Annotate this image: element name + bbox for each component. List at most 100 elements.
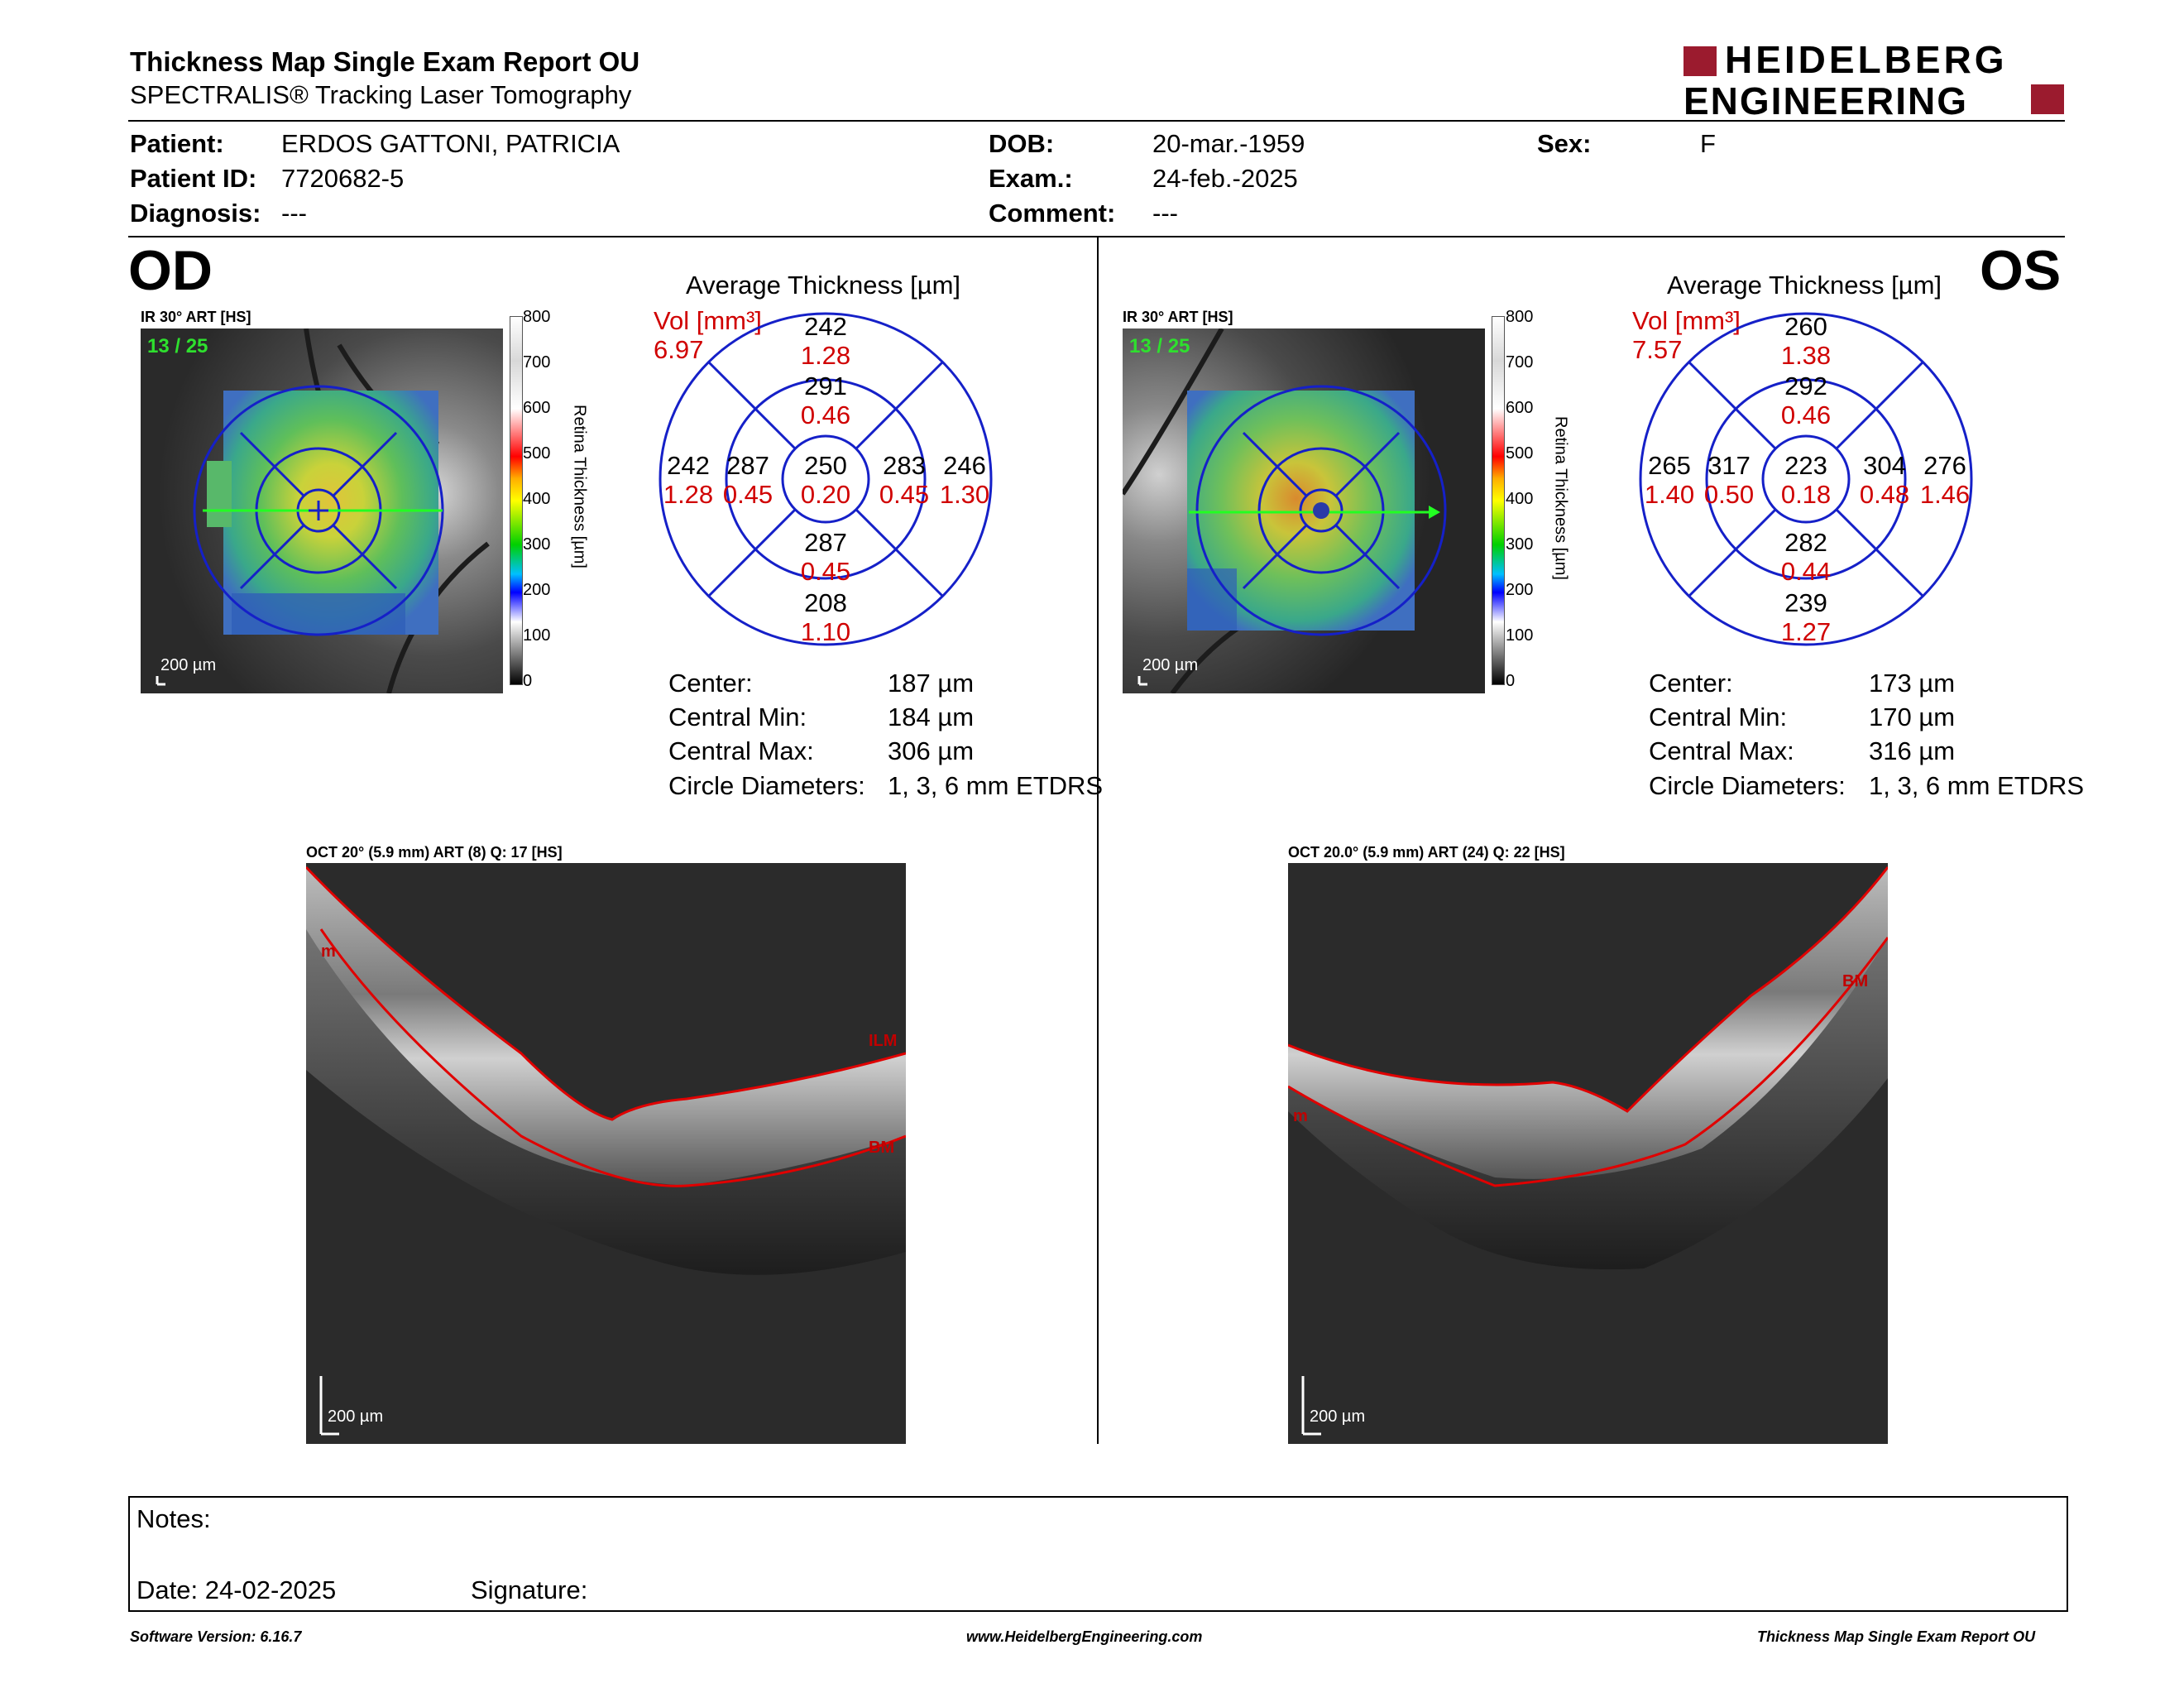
- od-colorbar: [510, 316, 523, 685]
- od-outer-left-thickness: 242: [667, 451, 710, 480]
- notes-box[interactable]: Notes: Date: 24-02-2025 Signature:: [128, 1496, 2068, 1612]
- software-version: Software Version: 6.16.7: [130, 1628, 302, 1645]
- os-inner-sup-volume: 0.46: [1780, 400, 1832, 429]
- os-center-label: Center:: [1649, 669, 1733, 698]
- eye-divider: [1097, 237, 1099, 1444]
- os-cmin-label: Central Min:: [1649, 703, 1788, 731]
- company-logo: HEIDELBERG ENGINEERING: [1684, 38, 2064, 121]
- od-map-scale: 200 µm: [160, 656, 217, 674]
- od-inner-sup-thickness: 291: [804, 372, 847, 400]
- os-colorbar-label: Retina Thickness [µm]: [1551, 416, 1570, 580]
- os-oct-bscan: m BM 200 µm: [1288, 863, 1888, 1444]
- od-cmax-value: 306 µm: [888, 736, 975, 765]
- os-colorbar: [1492, 316, 1505, 685]
- os-outer-inf-thickness: 239: [1784, 588, 1827, 617]
- od-cmin-label: Central Min:: [668, 703, 807, 731]
- od-layer-left-label: m: [321, 942, 336, 961]
- exam-value: 24-feb.-2025: [1152, 164, 1298, 193]
- od-inner-left-thickness: 287: [726, 451, 769, 480]
- od-ir-label: IR 30° ART [HS]: [141, 309, 251, 325]
- od-inner-inf-volume: 0.45: [800, 557, 851, 586]
- os-vol-value: 7.57: [1632, 335, 1683, 364]
- os-cmax-value: 316 µm: [1869, 736, 1956, 765]
- od-outer-inf-volume: 1.10: [800, 617, 851, 646]
- od-center-thickness: 250: [804, 451, 847, 480]
- os-bm-label: BM: [1842, 972, 1869, 990]
- os-outer-sup-thickness: 260: [1784, 312, 1827, 341]
- os-ir-label: IR 30° ART [HS]: [1123, 309, 1233, 325]
- od-oct-scale: 200 µm: [328, 1407, 384, 1426]
- od-diam-label: Circle Diameters:: [668, 771, 865, 800]
- os-oct-label: OCT 20.0° (5.9 mm) ART (24) Q: 22 [HS]: [1288, 844, 1565, 861]
- os-thickness-map: 13 / 25 200 µm: [1123, 328, 1485, 693]
- logo-line-1: HEIDELBERG: [1725, 38, 2008, 81]
- os-etdrs-grid: [1639, 312, 1973, 646]
- od-inner-inf-thickness: 287: [804, 528, 847, 557]
- od-avg-title: Average Thickness [µm]: [686, 271, 961, 300]
- os-outer-right-thickness: 276: [1923, 451, 1966, 480]
- signature-label: Signature:: [471, 1575, 588, 1604]
- notes-date: Date: 24-02-2025: [136, 1575, 337, 1604]
- os-inner-inf-thickness: 282: [1784, 528, 1827, 557]
- patient-id-label: Patient ID:: [130, 164, 257, 193]
- od-inner-right-volume: 0.45: [879, 480, 930, 509]
- os-inner-right-thickness: 304: [1863, 451, 1906, 480]
- od-oct-bscan: m ILM BM 200 µm: [306, 863, 906, 1444]
- report-subtitle: SPECTRALIS® Tracking Laser Tomography: [130, 80, 632, 109]
- od-inner-left-volume: 0.45: [722, 480, 774, 509]
- od-etdrs-grid: [659, 312, 993, 646]
- od-outer-right-thickness: 246: [943, 451, 986, 480]
- diagnosis-value: ---: [281, 199, 307, 228]
- os-inner-left-volume: 0.50: [1703, 480, 1755, 509]
- notes-label: Notes:: [136, 1504, 211, 1533]
- os-inner-inf-volume: 0.44: [1780, 557, 1832, 586]
- logo-line-2: ENGINEERING: [1684, 79, 1969, 122]
- os-outer-left-volume: 1.40: [1644, 480, 1695, 509]
- od-eye-label: OD: [128, 239, 213, 302]
- os-vol-label: Vol [mm³]: [1632, 306, 1741, 335]
- od-bm-label: BM: [869, 1139, 895, 1157]
- od-center-label: Center:: [668, 669, 753, 698]
- sex-label: Sex:: [1537, 129, 1592, 158]
- os-diam-label: Circle Diameters:: [1649, 771, 1846, 800]
- os-cmax-label: Central Max:: [1649, 736, 1794, 765]
- od-center-value: 187 µm: [888, 669, 975, 698]
- od-outer-right-volume: 1.30: [939, 480, 990, 509]
- os-center-thickness: 223: [1784, 451, 1827, 480]
- od-center-volume: 0.20: [800, 480, 851, 509]
- os-outer-right-volume: 1.46: [1919, 480, 1971, 509]
- os-map-scale: 200 µm: [1142, 656, 1199, 674]
- sex-value: F: [1700, 129, 1716, 158]
- od-ilm-label: ILM: [869, 1032, 898, 1050]
- od-oct-label: OCT 20° (5.9 mm) ART (8) Q: 17 [HS]: [306, 844, 563, 861]
- patient-name: ERDOS GATTONI, PATRICIA: [281, 129, 620, 158]
- od-outer-left-volume: 1.28: [663, 480, 714, 509]
- comment-value: ---: [1152, 199, 1178, 228]
- od-vol-label: Vol [mm³]: [654, 306, 762, 335]
- os-inner-right-volume: 0.48: [1859, 480, 1910, 509]
- report-title: Thickness Map Single Exam Report OU: [130, 46, 640, 77]
- os-diam-value: 1, 3, 6 mm ETDRS: [1869, 771, 2085, 800]
- comment-label: Comment:: [989, 199, 1116, 228]
- footer-report-name: Thickness Map Single Exam Report OU: [1757, 1628, 2036, 1645]
- od-colorbar-label: Retina Thickness [µm]: [570, 405, 589, 568]
- od-scan-counter: 13 / 25: [147, 335, 208, 357]
- patient-label: Patient:: [130, 129, 224, 158]
- os-layer-left-label: m: [1293, 1107, 1308, 1125]
- os-scan-counter: 13 / 25: [1129, 335, 1190, 357]
- website-link[interactable]: www.HeidelbergEngineering.com: [966, 1628, 1203, 1645]
- od-thickness-map: 13 / 25 200 µm: [141, 328, 503, 693]
- os-eye-label: OS: [1980, 239, 2062, 302]
- os-oct-scale: 200 µm: [1310, 1407, 1366, 1426]
- od-cmax-label: Central Max:: [668, 736, 814, 765]
- exam-label: Exam.:: [989, 164, 1073, 193]
- os-avg-title: Average Thickness [µm]: [1667, 271, 1942, 300]
- os-inner-left-thickness: 317: [1707, 451, 1751, 480]
- os-outer-inf-volume: 1.27: [1780, 617, 1832, 646]
- od-outer-sup-volume: 1.28: [800, 341, 851, 370]
- dob-value: 20-mar.-1959: [1152, 129, 1305, 158]
- od-vol-value: 6.97: [654, 335, 704, 364]
- od-inner-right-thickness: 283: [883, 451, 926, 480]
- od-outer-inf-thickness: 208: [804, 588, 847, 617]
- diagnosis-label: Diagnosis:: [130, 199, 261, 228]
